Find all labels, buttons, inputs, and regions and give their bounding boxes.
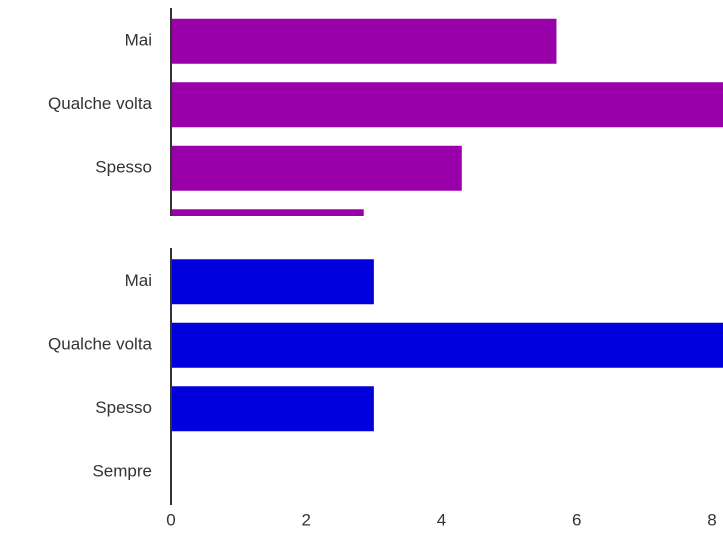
- bar: [171, 322, 723, 368]
- x-tick-label: 6: [572, 510, 581, 529]
- y-tick-label: Spesso: [95, 158, 152, 177]
- bar: [171, 209, 364, 216]
- x-tick-label: 2: [302, 510, 311, 529]
- panel: [171, 259, 723, 432]
- y-tick-label: Qualche volta: [48, 335, 152, 354]
- x-tick-label: 8: [707, 510, 716, 529]
- y-tick-label: Sempre: [92, 462, 152, 481]
- x-tick-label: 4: [437, 510, 446, 529]
- x-tick-label: 0: [166, 510, 175, 529]
- bar: [171, 259, 374, 305]
- bar: [171, 145, 462, 191]
- panel: [171, 18, 723, 216]
- y-tick-label: Qualche volta: [48, 94, 152, 113]
- y-tick-label: Spesso: [95, 398, 152, 417]
- bar: [171, 18, 557, 64]
- bar: [171, 82, 723, 128]
- y-tick-label: Mai: [125, 31, 152, 50]
- bar: [171, 386, 374, 432]
- y-tick-label: Mai: [125, 271, 152, 290]
